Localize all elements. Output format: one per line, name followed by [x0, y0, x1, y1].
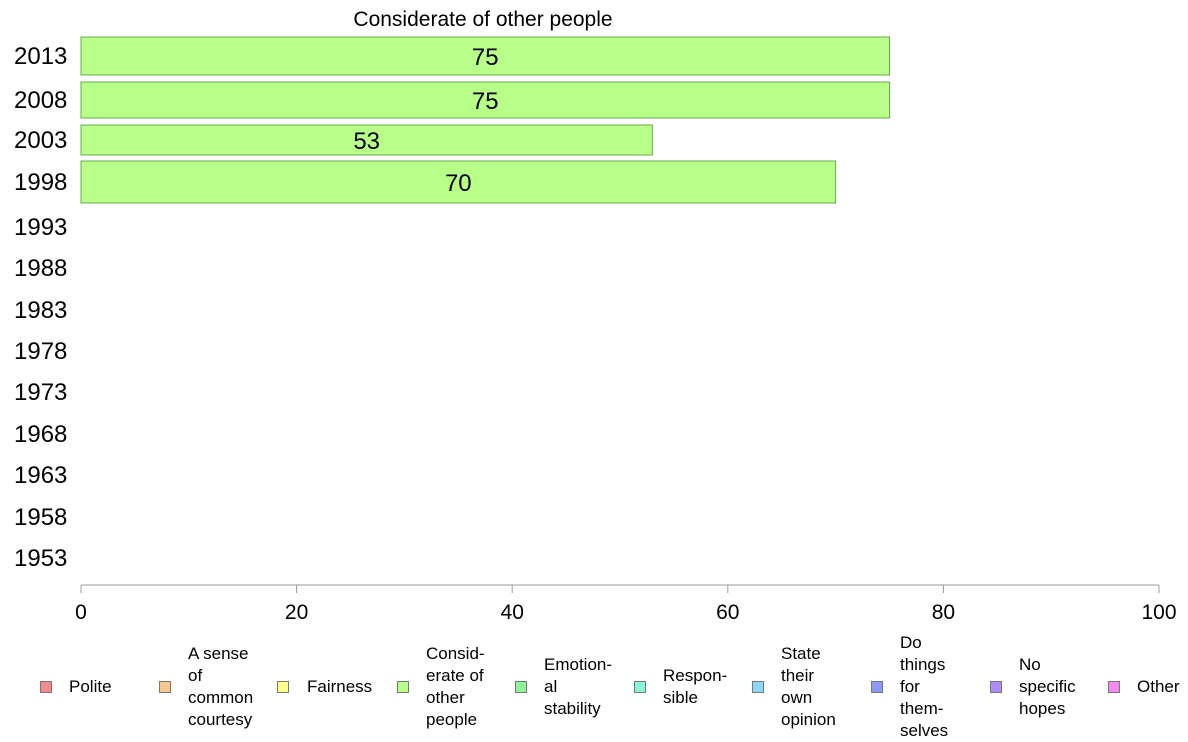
bar [80, 124, 653, 156]
data-label: 75 [472, 88, 499, 115]
legend-label: State their own opinion [781, 644, 836, 729]
x-tick-label: 100 [1141, 601, 1176, 624]
bar [80, 160, 837, 204]
data-label: 75 [472, 44, 499, 71]
y-tick-label: 1958 [14, 504, 67, 531]
legend-swatch [752, 681, 764, 693]
data-label: 53 [353, 128, 380, 155]
y-tick-label: 2003 [14, 127, 67, 154]
y-tick-label: 1993 [14, 214, 67, 241]
y-tick-label: 1953 [14, 545, 67, 572]
legend-label: Consid- erate of other people [426, 644, 485, 729]
x-tick-label: 20 [285, 601, 308, 624]
legend-label: Emotion- al stability [544, 655, 613, 718]
bar [80, 36, 890, 76]
bar [80, 81, 890, 119]
legend-label: Other [1137, 677, 1180, 696]
y-tick-label: 1998 [14, 169, 67, 196]
x-tick-label: 0 [75, 601, 87, 624]
legend-swatch [1108, 681, 1120, 693]
legend-label: No specific hopes [1019, 655, 1076, 718]
legend-label: Respon- sible [663, 666, 728, 707]
x-tick-label: 40 [501, 601, 524, 624]
legend-label: Polite [69, 677, 112, 696]
legend-label: A sense of common courtesy [188, 644, 254, 729]
y-tick-label: 2013 [14, 43, 67, 70]
x-tick-label: 80 [932, 601, 955, 624]
x-tick-label: 60 [716, 601, 739, 624]
legend-label: Fairness [307, 677, 373, 696]
y-tick-label: 1983 [14, 297, 67, 324]
chart-title: Considerate of other people [353, 8, 612, 31]
y-tick-label: 1968 [14, 421, 67, 448]
y-tick-label: 1988 [14, 255, 67, 282]
y-tick-label: 1973 [14, 379, 67, 406]
legend-swatch [634, 681, 646, 693]
legend-swatch [515, 681, 527, 693]
y-tick-label: 2008 [14, 87, 67, 114]
y-tick-label: 1978 [14, 338, 67, 365]
legend-swatch [277, 681, 289, 693]
legend-swatch [159, 681, 171, 693]
legend-label: Do things for them- selves [900, 633, 949, 740]
y-tick-label: 1963 [14, 462, 67, 489]
data-label: 70 [445, 170, 472, 197]
legend-swatch [40, 681, 52, 693]
legend-swatch [871, 681, 883, 693]
legend-swatch [397, 681, 409, 693]
legend-swatch [990, 681, 1002, 693]
